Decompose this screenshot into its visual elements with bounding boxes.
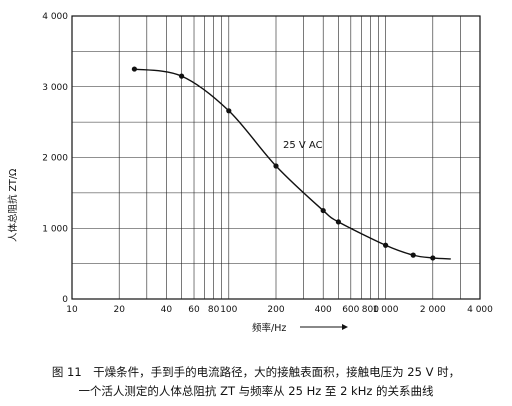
x-tick-label: 4 000 bbox=[467, 305, 493, 315]
x-tick-label: 40 bbox=[161, 305, 173, 315]
x-tick-label: 60 bbox=[188, 305, 200, 315]
y-tick-label: 4 000 bbox=[42, 12, 68, 22]
data-point bbox=[410, 252, 416, 258]
y-tick-labels: 0 1 000 2 000 3 000 4 000 bbox=[42, 12, 68, 305]
x-tick-label: 400 bbox=[315, 305, 332, 315]
y-axis-title: 人体总阻抗 ZT/Ω bbox=[6, 122, 20, 242]
y-axis-label: 人体总阻抗 ZT/Ω bbox=[7, 169, 19, 242]
grid-lines bbox=[72, 16, 480, 299]
y-tick-label: 0 bbox=[62, 295, 68, 305]
x-tick-label: 600 bbox=[342, 305, 359, 315]
x-tick-label: 10 bbox=[66, 305, 78, 315]
figure-caption-line-1: 图 11 干燥条件，手到手的电流路径，大的接触表面积，接触电压为 25 V 时， bbox=[51, 365, 461, 379]
impedance-curve bbox=[134, 68, 451, 260]
data-point bbox=[320, 207, 326, 214]
data-point bbox=[382, 242, 389, 248]
x-tick-label: 100 bbox=[220, 305, 237, 315]
data-point bbox=[131, 66, 137, 72]
data-point bbox=[430, 255, 436, 261]
data-point bbox=[273, 163, 279, 169]
figure-caption-line-2: 一个活人测定的人体总阻抗 ZT 与频率从 25 Hz 至 2 kHz 的关系曲线 bbox=[78, 384, 434, 398]
data-point bbox=[226, 108, 232, 114]
data-point bbox=[335, 219, 341, 225]
x-tick-label: 80 bbox=[208, 305, 220, 315]
x-tick-label: 1 000 bbox=[373, 305, 399, 315]
data-point bbox=[178, 73, 185, 79]
x-axis-title: 频率/Hz bbox=[252, 322, 348, 334]
x-tick-label: 20 bbox=[113, 305, 125, 315]
y-tick-label: 3 000 bbox=[42, 83, 68, 93]
x-tick-label: 800 bbox=[362, 305, 379, 315]
x-axis-label: 频率/Hz bbox=[252, 322, 286, 334]
data-points bbox=[131, 66, 436, 261]
y-tick-label: 1 000 bbox=[42, 224, 68, 234]
x-tick-label: 200 bbox=[267, 305, 284, 315]
x-tick-label: 2 000 bbox=[420, 305, 446, 315]
y-tick-label: 2 000 bbox=[42, 154, 68, 164]
curve-annotation: 25 V AC bbox=[283, 140, 323, 151]
x-axis-arrowhead-icon bbox=[342, 324, 348, 330]
